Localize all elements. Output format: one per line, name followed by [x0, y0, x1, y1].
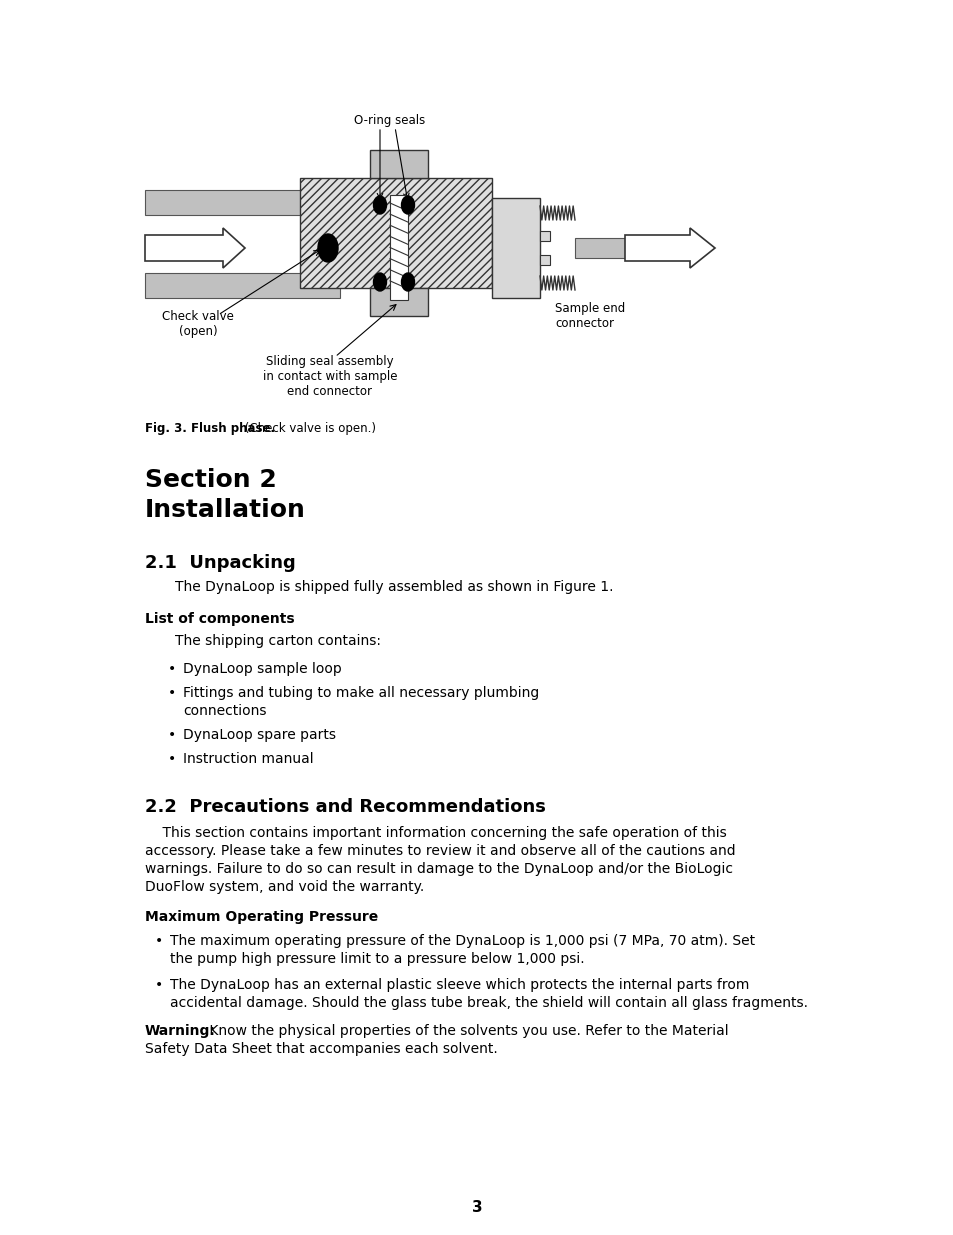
Text: SAMPLE: SAMPLE — [629, 248, 699, 263]
FancyArrow shape — [624, 228, 714, 268]
FancyArrow shape — [145, 228, 245, 268]
Ellipse shape — [374, 196, 386, 214]
Text: Know the physical properties of the solvents you use. Refer to the Material: Know the physical properties of the solv… — [205, 1024, 728, 1037]
Text: Fittings and tubing to make all necessary plumbing: Fittings and tubing to make all necessar… — [183, 685, 538, 700]
Ellipse shape — [374, 273, 386, 291]
Text: Warning:: Warning: — [145, 1024, 215, 1037]
Ellipse shape — [401, 196, 414, 214]
Text: List of components: List of components — [145, 613, 294, 626]
Text: O-ring seals: O-ring seals — [354, 114, 425, 127]
Ellipse shape — [317, 233, 337, 262]
Bar — [539, 231, 550, 241]
Text: accidental damage. Should the glass tube break, the shield will contain all glas: accidental damage. Should the glass tube… — [170, 995, 807, 1010]
Bar — [370, 149, 428, 178]
Text: Fig. 3. Flush phase.: Fig. 3. Flush phase. — [145, 422, 274, 435]
Text: BUFFER: BUFFER — [154, 248, 222, 263]
Bar — [575, 238, 679, 258]
Text: Check valve
(open): Check valve (open) — [162, 310, 233, 338]
Text: 2.1  Unpacking: 2.1 Unpacking — [145, 555, 295, 572]
Text: •: • — [168, 662, 176, 676]
Bar — [539, 254, 550, 266]
Text: •: • — [154, 978, 163, 992]
Text: •: • — [168, 685, 176, 700]
Ellipse shape — [401, 273, 414, 291]
Bar — [299, 178, 492, 288]
Text: 3: 3 — [471, 1200, 482, 1215]
Bar — [145, 273, 339, 298]
Text: Sliding seal assembly
in contact with sample
end connector: Sliding seal assembly in contact with sa… — [262, 354, 396, 398]
Text: (Check valve is open.): (Check valve is open.) — [241, 422, 375, 435]
Text: This section contains important information concerning the safe operation of thi: This section contains important informat… — [145, 826, 726, 840]
Text: DuoFlow system, and void the warranty.: DuoFlow system, and void the warranty. — [145, 881, 424, 894]
Text: Sample end
connector: Sample end connector — [555, 303, 624, 330]
Bar — [145, 190, 339, 215]
Bar — [370, 288, 428, 316]
Text: warnings. Failure to do so can result in damage to the DynaLoop and/or the BioLo: warnings. Failure to do so can result in… — [145, 862, 732, 876]
Text: •: • — [168, 752, 176, 766]
Text: Instruction manual: Instruction manual — [183, 752, 314, 766]
Text: •: • — [154, 934, 163, 948]
Bar — [390, 195, 408, 300]
Text: The shipping carton contains:: The shipping carton contains: — [174, 634, 380, 648]
Text: connections: connections — [183, 704, 266, 718]
Text: DynaLoop spare parts: DynaLoop spare parts — [183, 727, 335, 742]
Text: Safety Data Sheet that accompanies each solvent.: Safety Data Sheet that accompanies each … — [145, 1042, 497, 1056]
Text: The maximum operating pressure of the DynaLoop is 1,000 psi (7 MPa, 70 atm). Set: The maximum operating pressure of the Dy… — [170, 934, 755, 948]
Text: DynaLoop sample loop: DynaLoop sample loop — [183, 662, 341, 676]
Text: The DynaLoop is shipped fully assembled as shown in Figure 1.: The DynaLoop is shipped fully assembled … — [174, 580, 613, 594]
Text: BUFFER: BUFFER — [152, 238, 219, 253]
Text: Installation: Installation — [145, 498, 306, 522]
Bar — [492, 198, 539, 298]
Text: the pump high pressure limit to a pressure below 1,000 psi.: the pump high pressure limit to a pressu… — [170, 952, 584, 966]
Text: Maximum Operating Pressure: Maximum Operating Pressure — [145, 910, 377, 924]
Text: accessory. Please take a few minutes to review it and observe all of the caution: accessory. Please take a few minutes to … — [145, 844, 735, 858]
Text: 2.2  Precautions and Recommendations: 2.2 Precautions and Recommendations — [145, 798, 545, 816]
Text: •: • — [168, 727, 176, 742]
Text: Section 2: Section 2 — [145, 468, 276, 492]
Text: The DynaLoop has an external plastic sleeve which protects the internal parts fr: The DynaLoop has an external plastic sle… — [170, 978, 749, 992]
